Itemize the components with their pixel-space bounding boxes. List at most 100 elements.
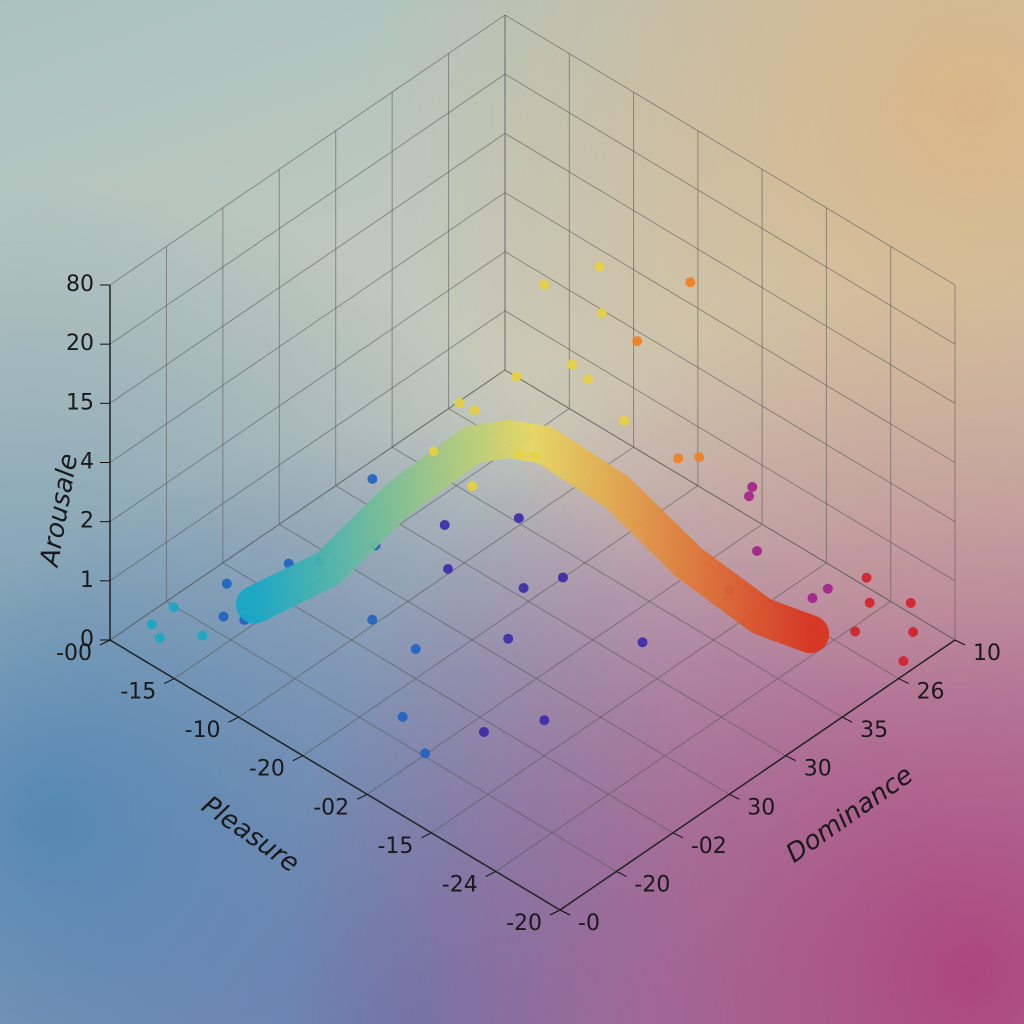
data-point: [908, 627, 919, 638]
data-point: [428, 446, 439, 457]
grid-line: [109, 251, 506, 523]
data-point: [514, 449, 525, 460]
grid-line: [238, 446, 634, 718]
data-point: [168, 602, 179, 613]
tick-mark: [99, 639, 111, 646]
z-tick-label: 80: [66, 272, 94, 297]
data-point: [619, 415, 630, 426]
data-point: [673, 453, 684, 464]
data-point: [637, 637, 648, 648]
data-point: [861, 572, 872, 583]
y-tick-label: 30: [804, 757, 832, 782]
grid-line: [109, 369, 506, 641]
data-point: [539, 715, 550, 726]
grid-line: [335, 485, 786, 757]
grid-line: [504, 310, 956, 582]
data-point: [694, 452, 705, 463]
z-tick-label: 0: [80, 627, 94, 652]
data-point: [632, 336, 643, 347]
data-point: [518, 583, 529, 594]
data-point: [905, 597, 916, 608]
grid-line: [504, 369, 956, 641]
grid-line: [504, 73, 956, 345]
y-tick-label: -02: [691, 834, 727, 859]
data-point: [218, 611, 229, 622]
tick-mark: [356, 793, 368, 800]
y-tick-label: -20: [634, 872, 670, 897]
data-point: [752, 545, 762, 556]
tick-mark: [616, 870, 627, 877]
grid-line: [109, 310, 506, 582]
data-point: [596, 308, 607, 319]
x-tick-label: -10: [185, 718, 221, 743]
x-tick-label: -02: [313, 795, 349, 820]
curve-ribbon: [235, 419, 830, 654]
tick-mark: [228, 716, 239, 723]
grid-line: [504, 192, 956, 463]
x-tick-label: -15: [377, 834, 413, 859]
z-tick-label: 2: [80, 509, 94, 534]
grid-line: [109, 73, 506, 345]
data-point: [146, 619, 157, 630]
data-point: [511, 371, 522, 382]
grid-line: [279, 523, 730, 795]
grid-line: [504, 14, 956, 286]
data-point: [807, 593, 818, 604]
tick-mark: [485, 870, 496, 877]
grid-line: [166, 600, 617, 872]
data-point: [822, 583, 833, 594]
y-axis-title: Dominance: [781, 760, 919, 869]
x-tick-label: -20: [249, 757, 285, 782]
tick-mark: [785, 755, 796, 762]
z-tick-label: 15: [66, 390, 94, 415]
data-point: [443, 564, 453, 574]
x-tick-label: -15: [120, 680, 156, 705]
data-point: [685, 277, 696, 288]
grid-line: [222, 562, 674, 834]
z-axis-title: Arousale: [35, 451, 85, 570]
data-point: [513, 513, 524, 524]
data-point: [898, 656, 909, 667]
y-tick-label: 10: [973, 641, 1001, 666]
data-point: [439, 520, 450, 530]
data-point: [538, 279, 549, 290]
data-point: [567, 359, 577, 370]
data-point: [594, 261, 605, 272]
tick-mark: [292, 755, 304, 762]
data-point: [557, 572, 568, 583]
data-point: [367, 473, 378, 484]
data-point: [747, 481, 758, 492]
tick-mark: [421, 832, 432, 839]
x-axis-title: Pleasure: [196, 790, 305, 879]
z-tick-label: 20: [66, 331, 94, 356]
grid-line: [109, 132, 506, 404]
z-tick-label: 1: [80, 568, 94, 593]
grid-line: [504, 251, 956, 523]
tick-mark: [559, 909, 571, 916]
grid-line: [391, 446, 843, 718]
grid-line: [495, 601, 891, 872]
x-tick-label: -00: [56, 641, 92, 666]
data-point: [503, 633, 514, 644]
data-point: [744, 491, 754, 502]
data-point: [850, 626, 861, 637]
y-tick-label: 30: [747, 795, 775, 820]
tick-mark: [164, 678, 175, 685]
y-tick-label: 26: [917, 680, 945, 705]
data-point: [864, 597, 875, 608]
data-point: [469, 405, 480, 416]
tick-mark: [672, 832, 684, 839]
grid-line: [109, 192, 506, 463]
data-point: [454, 397, 465, 408]
tick-mark: [549, 909, 561, 916]
axis-line: [109, 639, 561, 911]
axis-line: [559, 639, 956, 911]
grid-line: [109, 14, 506, 286]
data-point: [397, 711, 408, 722]
grid-line: [504, 132, 956, 404]
x-tick-label: -24: [442, 872, 478, 897]
data-point: [410, 643, 421, 654]
y-tick-label: -0: [578, 911, 600, 936]
tick-mark: [954, 639, 966, 646]
